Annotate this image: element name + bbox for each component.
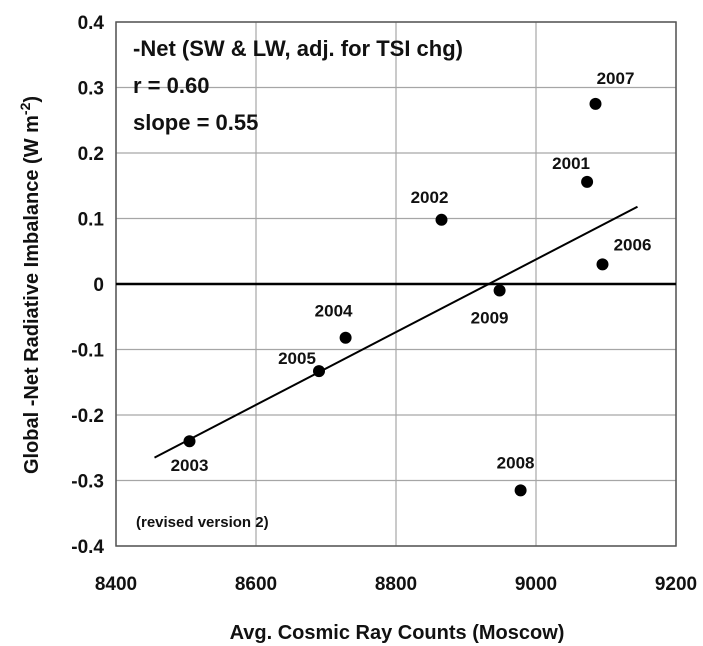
x-axis-title: Avg. Cosmic Ray Counts (Moscow) [230,622,565,644]
point-2005 [313,365,325,378]
revision-note: (revised version 2) [136,514,269,531]
y-tick-0.4: 0.4 [78,13,105,34]
x-tick-9200: 9200 [655,574,697,595]
annotation-slope: slope = 0.55 [133,110,258,135]
x-tick-8600: 8600 [235,574,277,595]
point-label-2004: 2004 [315,302,353,321]
point-2004 [339,331,352,344]
point-2009 [493,284,506,297]
y-axis-title-superscript: -2 [17,102,33,115]
y-tick--0.2: -0.2 [71,406,104,427]
y-axis-title: Global -Net Radiative Imbalance (W m-2) [17,96,43,474]
point-2006 [596,258,609,271]
y-axis-title-close: ) [21,96,43,103]
y-axis-title-main: Global -Net Radiative Imbalance (W m [21,115,43,474]
point-2008 [514,484,527,497]
point-2003 [183,435,196,448]
point-label-2002: 2002 [411,188,449,207]
x-tick-8400: 8400 [95,574,137,595]
y-tick--0.1: -0.1 [71,341,104,362]
y-tick-0: 0 [93,275,104,296]
x-tick-labels: 8400 8600 8800 9000 9200 [95,574,697,595]
trendline-group [154,205,638,459]
y-tick-labels: -0.4 -0.3 -0.2 -0.1 0 0.1 0.2 0.3 0.4 [71,13,104,558]
data-points [183,97,609,497]
point-2002 [435,213,448,226]
point-label-2006: 2006 [614,235,652,254]
annotation-series: -Net (SW & LW, adj. for TSI chg) [133,36,463,61]
point-label-2001: 2001 [552,154,590,173]
y-tick-0.2: 0.2 [78,144,104,165]
y-tick-0.3: 0.3 [78,79,104,100]
point-label-2007: 2007 [597,69,635,88]
y-tick--0.4: -0.4 [71,537,104,558]
point-label-2008: 2008 [497,453,535,472]
point-2007 [589,97,602,110]
x-tick-8800: 8800 [375,574,417,595]
point-labels: 2003 2005 2004 2002 2009 2008 2001 2007 2006 [171,69,652,475]
point-label-2005: 2005 [278,349,316,368]
x-tick-9000: 9000 [515,574,557,595]
y-tick-0.1: 0.1 [78,210,105,231]
point-label-2009: 2009 [471,309,509,328]
point-label-2003: 2003 [171,456,209,475]
trendline [154,205,638,459]
annotation-r: r = 0.60 [133,73,209,98]
point-2001 [581,175,594,188]
y-tick--0.3: -0.3 [71,472,104,493]
